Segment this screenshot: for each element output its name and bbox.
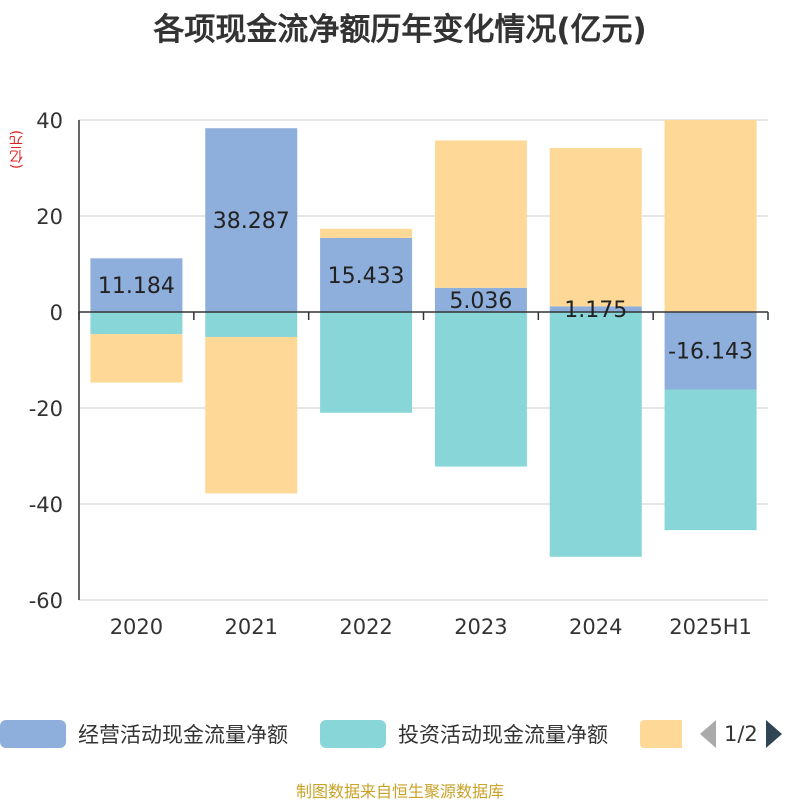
x-tick-label: 2024 (569, 615, 622, 639)
y-tick-label: 0 (50, 301, 63, 325)
bar-financing (664, 120, 757, 312)
legend-page-indicator: 1/2 (724, 722, 758, 746)
y-tick-label: 20 (36, 205, 63, 229)
data-label-operating: 5.036 (449, 289, 512, 314)
bar-investing (205, 312, 298, 337)
legend-item-investing[interactable]: 投资活动现金流量净额 (320, 716, 608, 752)
data-label-operating: -16.143 (668, 340, 753, 365)
x-tick-label: 2025H1 (669, 615, 752, 639)
legend-prev-page-icon[interactable] (700, 720, 716, 748)
bar-financing (205, 336, 298, 494)
bar-operating (320, 237, 413, 312)
bar-financing (90, 334, 183, 383)
x-tick-label: 2021 (225, 615, 278, 639)
bar-investing (434, 312, 527, 467)
legend-label-operating: 经营活动现金流量净额 (78, 723, 288, 747)
legend-item-financing[interactable] (640, 716, 682, 752)
data-label-operating: 1.175 (564, 298, 627, 323)
x-tick-label: 2022 (339, 615, 392, 639)
y-tick-label: 40 (36, 109, 63, 133)
legend: 经营活动现金流量净额 投资活动现金流量净额 1/2 (0, 716, 800, 752)
bar-investing (549, 312, 642, 557)
chart-title: 各项现金流净额历年变化情况(亿元) (153, 12, 647, 48)
bar-investing (664, 389, 757, 531)
x-tick-label: 2023 (454, 615, 507, 639)
bar-financing (549, 147, 642, 307)
legend-swatch-operating (0, 720, 66, 748)
bar-investing (320, 312, 413, 413)
bar-financing (320, 228, 413, 238)
bar-financing (434, 140, 527, 288)
bar-operating (90, 258, 183, 312)
y-tick-label: -60 (29, 589, 63, 613)
bar-operating (549, 306, 642, 312)
bar-operating (205, 128, 298, 312)
legend-swatch-investing (320, 720, 386, 748)
bar-operating (664, 312, 757, 390)
legend-swatch-financing (640, 720, 682, 748)
bar-operating (434, 287, 527, 312)
legend-item-operating[interactable]: 经营活动现金流量净额 (0, 716, 288, 752)
legend-pager: 1/2 (700, 716, 782, 752)
legend-label-investing: 投资活动现金流量净额 (398, 723, 608, 747)
y-tick-label: -40 (29, 493, 63, 517)
data-label-operating: 15.433 (328, 264, 405, 289)
bar-investing (90, 312, 183, 335)
data-label-operating: 38.287 (213, 209, 290, 234)
data-label-operating: 11.184 (98, 274, 175, 299)
data-source-note: 制图数据来自恒生聚源数据库 (295, 782, 504, 801)
x-tick-label: 2020 (110, 615, 163, 639)
legend-next-page-icon[interactable] (765, 720, 782, 748)
chart-plot: 40 20 0 -20 -40 -60 2020 2021 2022 2023 2024 2025H1… (29, 109, 769, 639)
y-tick-label: -20 (29, 397, 63, 421)
